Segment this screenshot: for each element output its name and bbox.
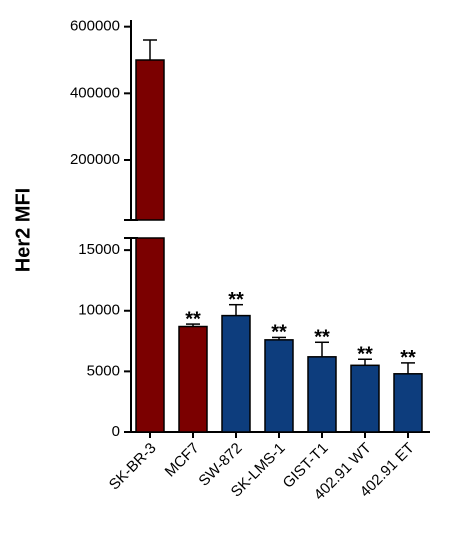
significance-label: ** (357, 344, 373, 366)
y-tick-label: 15000 (78, 241, 120, 258)
significance-label: ** (185, 308, 201, 330)
significance-label: ** (228, 289, 244, 311)
x-tick-label: SK-BR-3 (106, 440, 160, 494)
y-tick-label: 400000 (70, 84, 120, 101)
x-tick-label: MCF7 (162, 440, 203, 481)
bar (350, 364, 380, 433)
significance-label: ** (314, 327, 330, 349)
bar (135, 237, 165, 433)
y-tick-label: 10000 (78, 302, 120, 319)
y-axis-title: Her2 MFI (12, 188, 34, 272)
bar (264, 339, 294, 433)
significance-label: ** (400, 347, 416, 369)
bar (307, 356, 337, 433)
bar (221, 314, 251, 433)
y-tick-label: 600000 (70, 18, 120, 35)
y-tick-label: 200000 (70, 151, 120, 168)
y-tick-label: 5000 (87, 362, 120, 379)
significance-label: ** (271, 322, 287, 344)
bar (135, 59, 165, 221)
y-tick-label: 0 (112, 423, 120, 440)
bar (393, 373, 423, 433)
bar (178, 325, 208, 433)
